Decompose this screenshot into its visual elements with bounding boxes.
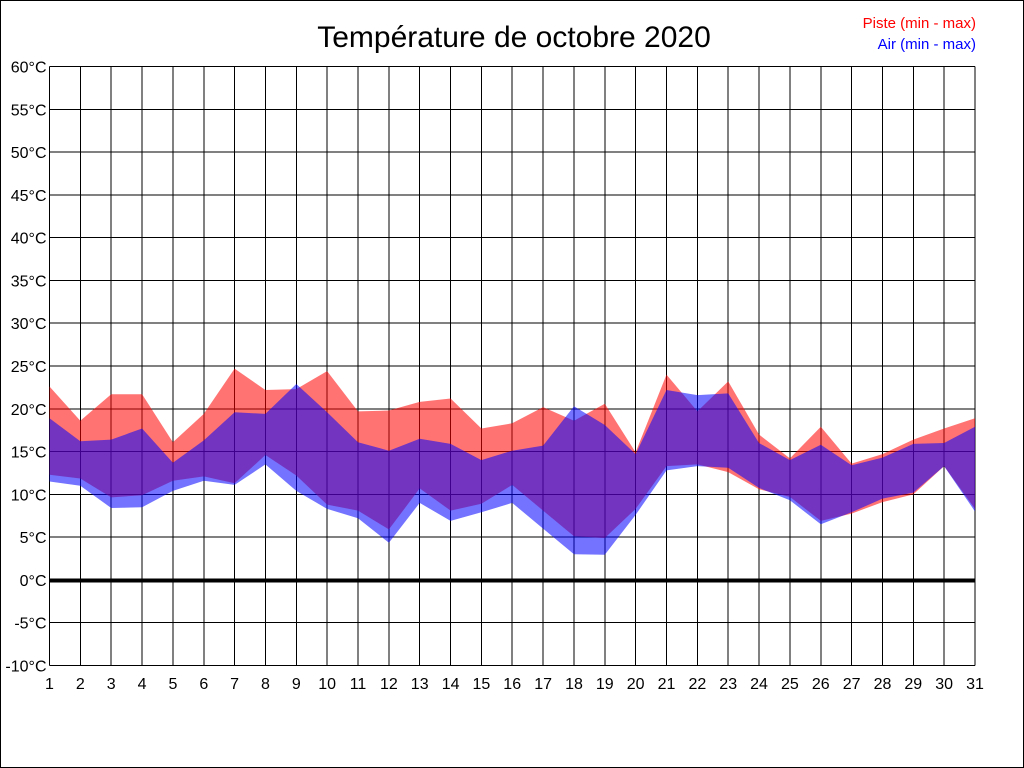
svg-text:5°C: 5°C <box>20 530 47 547</box>
svg-text:1: 1 <box>45 676 54 693</box>
svg-text:25°C: 25°C <box>11 359 47 376</box>
svg-text:40°C: 40°C <box>11 231 47 248</box>
svg-text:28: 28 <box>874 676 892 693</box>
svg-text:22: 22 <box>689 676 707 693</box>
svg-text:20°C: 20°C <box>11 402 47 419</box>
svg-text:24: 24 <box>750 676 768 693</box>
svg-text:26: 26 <box>812 676 830 693</box>
svg-text:20: 20 <box>627 676 645 693</box>
svg-text:8: 8 <box>261 676 270 693</box>
svg-text:21: 21 <box>658 676 676 693</box>
svg-text:10: 10 <box>318 676 336 693</box>
svg-text:31: 31 <box>966 676 984 693</box>
svg-text:27: 27 <box>843 676 861 693</box>
svg-text:29: 29 <box>904 676 922 693</box>
svg-text:14: 14 <box>442 676 460 693</box>
svg-text:23: 23 <box>719 676 737 693</box>
svg-text:4: 4 <box>138 676 147 693</box>
svg-text:7: 7 <box>230 676 239 693</box>
svg-text:60°C: 60°C <box>11 60 47 77</box>
svg-text:35°C: 35°C <box>11 273 47 290</box>
svg-text:30°C: 30°C <box>11 316 47 333</box>
svg-text:15°C: 15°C <box>11 445 47 462</box>
svg-text:Piste (min - max): Piste (min - max) <box>863 15 976 32</box>
svg-text:30: 30 <box>935 676 953 693</box>
svg-text:55°C: 55°C <box>11 102 47 119</box>
svg-text:9: 9 <box>292 676 301 693</box>
svg-text:10°C: 10°C <box>11 487 47 504</box>
svg-text:-10°C: -10°C <box>5 659 46 676</box>
svg-text:5: 5 <box>168 676 177 693</box>
svg-text:15: 15 <box>473 676 491 693</box>
svg-text:13: 13 <box>411 676 429 693</box>
svg-text:45°C: 45°C <box>11 188 47 205</box>
svg-text:25: 25 <box>781 676 799 693</box>
svg-text:Température de octobre 2020: Température de octobre 2020 <box>317 21 711 54</box>
svg-text:18: 18 <box>565 676 583 693</box>
svg-text:11: 11 <box>350 676 367 693</box>
svg-text:2: 2 <box>76 676 85 693</box>
svg-text:Air (min - max): Air (min - max) <box>878 36 976 53</box>
svg-text:12: 12 <box>380 676 398 693</box>
svg-text:3: 3 <box>107 676 116 693</box>
svg-text:16: 16 <box>503 676 521 693</box>
svg-text:6: 6 <box>199 676 208 693</box>
svg-text:0°C: 0°C <box>20 573 47 590</box>
svg-text:17: 17 <box>534 676 552 693</box>
svg-text:19: 19 <box>596 676 614 693</box>
svg-text:50°C: 50°C <box>11 145 47 162</box>
svg-text:-5°C: -5°C <box>14 616 46 633</box>
